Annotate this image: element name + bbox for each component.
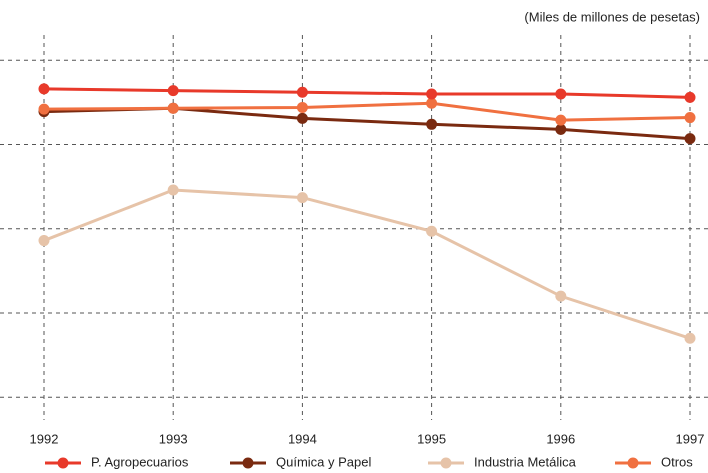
data-point [296, 101, 308, 113]
series-line [43, 106, 691, 141]
data-point [426, 97, 438, 109]
data-point [684, 112, 696, 124]
x-tick-label: 1994 [288, 431, 317, 446]
x-tick-label: 1993 [159, 431, 188, 446]
x-tick-label: 1996 [546, 431, 575, 446]
data-point [555, 290, 567, 302]
data-point [426, 88, 438, 100]
data-point [296, 86, 308, 98]
data-point [684, 91, 696, 103]
data-point [38, 83, 50, 95]
legend-label: Otros [661, 454, 693, 469]
data-point [296, 192, 308, 204]
series-line [43, 101, 691, 122]
data-point [38, 103, 50, 115]
data-point [167, 102, 179, 114]
data-point [167, 85, 179, 97]
data-point [684, 133, 696, 145]
series-line [43, 87, 691, 99]
data-point [426, 225, 438, 237]
legend-marker [242, 457, 254, 469]
legend-marker [57, 457, 69, 469]
legend-label: Química y Papel [276, 454, 371, 469]
data-point [296, 112, 308, 124]
x-tick-label: 1995 [417, 431, 446, 446]
data-point [426, 118, 438, 130]
x-tick-label: 1997 [676, 431, 705, 446]
data-point [555, 123, 567, 135]
legend-marker [627, 457, 639, 469]
unit-label: (Miles de millones de pesetas) [524, 9, 700, 24]
series-line [43, 188, 691, 340]
data-point [555, 114, 567, 126]
legend-marker [440, 457, 452, 469]
legend-label: Industria Metálica [474, 454, 577, 469]
data-point [684, 332, 696, 344]
legend-label: P. Agropecuarios [91, 454, 189, 469]
data-point [555, 88, 567, 100]
data-point [38, 235, 50, 247]
data-point [167, 184, 179, 196]
x-tick-label: 1992 [30, 431, 59, 446]
